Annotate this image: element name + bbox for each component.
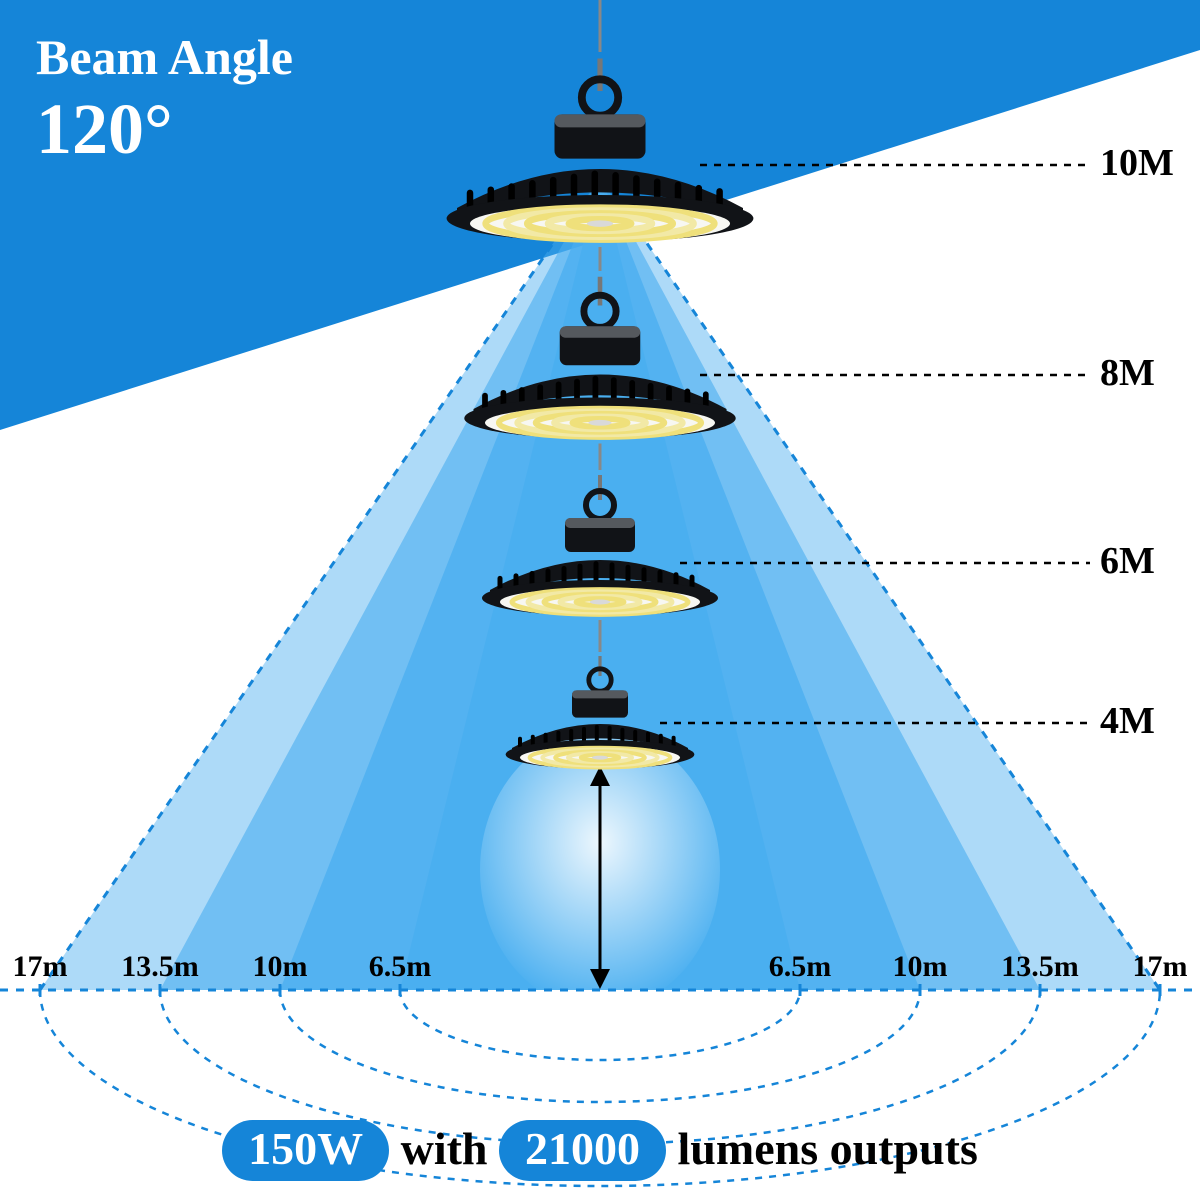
title-line1: Beam Angle [36,30,293,85]
wattage-pill: 150W [222,1120,389,1181]
scale-label: 13.5m [121,950,199,984]
title-line2: 120° [36,90,173,169]
scale-label: 6.5m [769,950,832,984]
scale-label: 17m [13,950,68,984]
height-label: 6M [1100,539,1155,583]
scale-label: 17m [1133,950,1188,984]
beam-diagram-svg [0,0,1200,1200]
lumens-pill: 21000 [499,1120,666,1181]
scale-label: 6.5m [369,950,432,984]
scale-label: 10m [253,950,308,984]
scale-label: 13.5m [1001,950,1079,984]
caption-mid1: with [389,1123,499,1174]
height-label: 4M [1100,699,1155,743]
height-label: 8M [1100,351,1155,395]
caption-mid2: lumens outputs [666,1123,978,1174]
scale-label: 10m [893,950,948,984]
height-label: 10M [1100,141,1174,185]
bottom-caption: 150W with 21000 lumens outputs [0,1120,1200,1181]
